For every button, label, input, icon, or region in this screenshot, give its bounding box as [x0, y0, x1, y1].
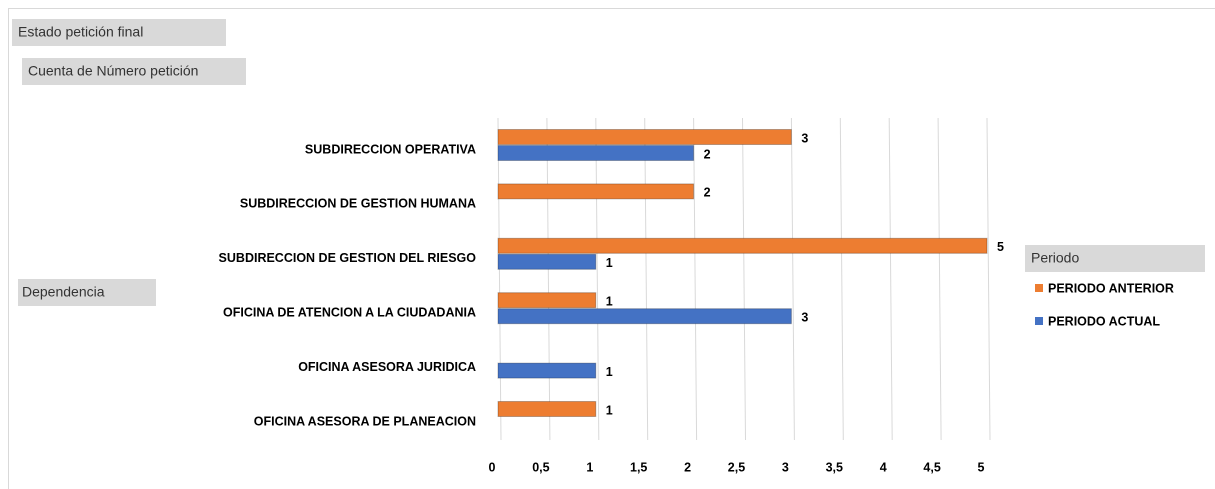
x-tick-label: 4 — [880, 460, 887, 474]
grid-line — [693, 117, 698, 441]
axis-button-label: Dependencia — [22, 284, 105, 300]
bar — [497, 401, 597, 417]
grid-line — [888, 117, 893, 441]
y-tick-label: OFICINA ASESORA DE PLANEACION — [254, 414, 476, 428]
y-tick-label: SUBDIRECCION OPERATIVA — [305, 142, 476, 156]
grid-line — [937, 117, 942, 441]
x-tick-label: 1 — [586, 460, 593, 474]
data-label: 2 — [704, 186, 711, 200]
filter-button[interactable] — [12, 19, 226, 46]
data-label: 1 — [606, 365, 613, 379]
value-button-label: Cuenta de Número petición — [28, 63, 198, 79]
y-tick-label: OFICINA ASESORA JURIDICA — [298, 360, 476, 374]
axis-button[interactable] — [18, 279, 156, 306]
legend-label: PERIODO ACTUAL — [1048, 314, 1160, 328]
value-button[interactable] — [22, 58, 246, 85]
data-label: 1 — [606, 294, 613, 308]
x-tick-label: 3,5 — [826, 460, 843, 474]
legend-button[interactable] — [1025, 245, 1205, 272]
legend-label: PERIODO ANTERIOR — [1048, 281, 1174, 295]
legend-swatch — [1035, 317, 1043, 325]
bar — [497, 308, 792, 325]
grid-line — [839, 117, 844, 441]
legend-swatch — [1035, 284, 1043, 292]
grid-line — [497, 117, 502, 441]
grid-line — [644, 117, 649, 441]
data-label: 3 — [801, 131, 808, 145]
bar — [497, 292, 597, 309]
bar — [497, 237, 988, 254]
y-tick-label: SUBDIRECCION DE GESTION DEL RIESGO — [219, 251, 477, 265]
bar — [497, 362, 597, 379]
x-tick-label: 0,5 — [532, 460, 549, 474]
bar — [497, 129, 792, 145]
grid-line — [790, 117, 795, 441]
filter-button-label: Estado petición final — [18, 24, 143, 40]
data-label: 2 — [704, 147, 711, 161]
legend-title: Periodo — [1031, 250, 1079, 266]
x-tick-label: 4,5 — [923, 460, 940, 474]
data-label: 5 — [997, 240, 1004, 254]
bar — [497, 183, 695, 200]
bar — [497, 145, 695, 161]
x-tick-label: 3 — [782, 460, 789, 474]
x-tick-label: 2,5 — [728, 460, 745, 474]
y-tick-label: OFICINA DE ATENCION A LA CIUDADANIA — [223, 305, 476, 319]
chart-frame — [8, 8, 1215, 489]
grid-line — [986, 117, 991, 441]
bar — [497, 253, 597, 270]
data-label: 1 — [606, 256, 613, 270]
x-tick-label: 0 — [489, 460, 496, 474]
data-label: 1 — [606, 403, 613, 417]
grid-line — [742, 117, 746, 441]
x-tick-label: 2 — [684, 460, 691, 474]
grid-line — [595, 117, 600, 441]
x-tick-label: 5 — [978, 460, 985, 474]
x-tick-label: 1,5 — [630, 460, 647, 474]
data-label: 3 — [801, 310, 808, 324]
y-tick-label: SUBDIRECCION DE GESTION HUMANA — [240, 197, 476, 211]
grid-line — [546, 117, 551, 441]
